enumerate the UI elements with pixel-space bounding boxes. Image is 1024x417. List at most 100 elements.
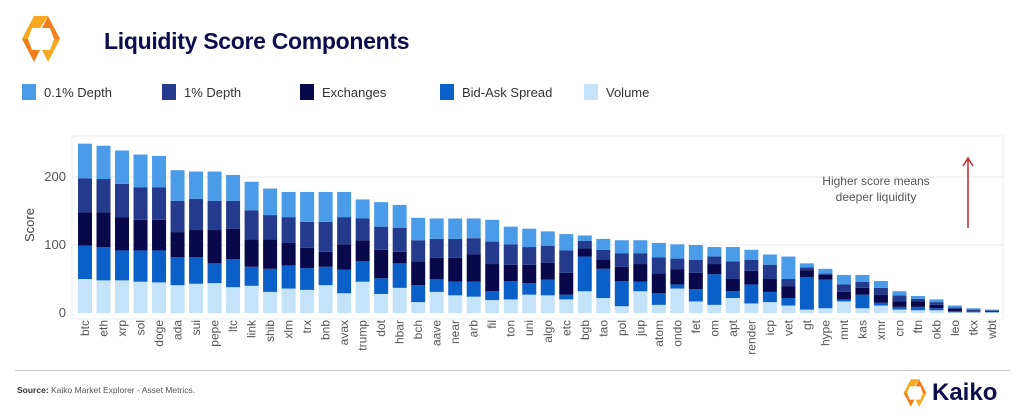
source-note: Source: Kaiko Market Explorer - Asset Me… (17, 385, 195, 395)
bar-segment-volume (485, 300, 500, 313)
bar-segment-bid-ask-spread (411, 285, 426, 303)
bar-segment-exchanges (577, 248, 592, 257)
bar-segment-0-1-depth (559, 234, 574, 251)
bar-segment-1-depth (466, 238, 481, 255)
bar-segment-volume (189, 283, 204, 313)
kaiko-brand-text: Kaiko (932, 379, 998, 406)
bar-segment-volume (596, 298, 611, 313)
bar-segment-volume (818, 308, 833, 313)
bar-segment-bid-ask-spread (466, 281, 481, 297)
x-tick-label: jup (633, 320, 647, 337)
x-tick-label: arb (467, 320, 481, 338)
bar-segment-exchanges (300, 247, 315, 269)
legend-item: 0.1% Depth (22, 84, 112, 100)
source-text: Kaiko Market Explorer - Asset Metrics. (48, 385, 196, 395)
bar-segment-1-depth (966, 309, 981, 311)
y-tick-label: 0 (59, 305, 66, 320)
bar-segment-bid-ask-spread (762, 291, 777, 303)
bar-segment-bid-ask-spread (226, 259, 241, 288)
bar-segment-0-1-depth (133, 154, 148, 188)
bar-segment-exchanges (614, 266, 629, 282)
x-tick-label: aave (430, 320, 444, 346)
x-tick-label: uni (522, 320, 536, 336)
legend-label: 0.1% Depth (44, 84, 112, 100)
bar-segment-exchanges (596, 259, 611, 269)
bar-segment-volume (226, 287, 241, 313)
bar-segment-0-1-depth (873, 281, 888, 288)
bar-segment-volume (966, 312, 981, 313)
x-tick-label: ondo (670, 320, 684, 347)
bar-segment-volume (762, 302, 777, 313)
bar-segment-bid-ask-spread (355, 261, 370, 282)
x-tick-label: eth (97, 320, 111, 337)
bar-segment-volume (873, 305, 888, 313)
bar-segment-volume (892, 309, 907, 313)
kaiko-brand-icon (903, 379, 927, 407)
bar-segment-exchanges (152, 219, 167, 251)
x-tick-label: fil (485, 320, 499, 329)
bar-segment-bid-ask-spread (115, 250, 130, 281)
bar-segment-volume (429, 291, 444, 313)
bar-segment-0-1-depth (152, 155, 167, 188)
bar-segment-0-1-depth (448, 218, 463, 239)
legend-label: Volume (606, 84, 650, 100)
bar-segment-0-1-depth (577, 235, 592, 241)
x-tick-label: pol (615, 320, 629, 336)
bar-segment-volume (337, 293, 352, 313)
x-tick-label: tkx (966, 320, 980, 335)
bar-segment-exchanges (688, 272, 703, 290)
bar-segment-exchanges (503, 264, 518, 282)
bar-segment-1-depth (96, 179, 111, 213)
x-tick-label: link (245, 319, 259, 338)
x-tick-label: atom (652, 320, 666, 347)
bar-segment-1-depth (929, 302, 944, 305)
bar-segment-bid-ask-spread (522, 283, 537, 295)
bar-segment-bid-ask-spread (448, 281, 463, 296)
bar-segment-exchanges (337, 244, 352, 270)
bar-segment-exchanges (429, 257, 444, 279)
bar-segment-exchanges (170, 232, 185, 258)
bar-segment-0-1-depth (281, 191, 296, 218)
bar-segment-bid-ask-spread (374, 278, 389, 294)
bar-segment-0-1-depth (503, 226, 518, 245)
bar-segment-0-1-depth (688, 245, 703, 260)
annotation-text: deeper liquidity (836, 190, 917, 204)
bar-segment-bid-ask-spread (281, 265, 296, 289)
x-tick-label: wbt (985, 319, 999, 339)
bar-segment-volume (78, 279, 92, 313)
x-tick-label: doge (152, 320, 166, 347)
y-axis-label: Score (22, 208, 37, 242)
bar-segment-volume (633, 291, 648, 313)
bar-segment-volume (540, 295, 555, 313)
bar-segment-exchanges (799, 270, 814, 277)
bar-segment-bid-ask-spread (670, 284, 685, 289)
bar-segment-bid-ask-spread (947, 310, 962, 313)
source-label: Source: (17, 385, 49, 395)
bar-segment-1-depth (411, 240, 426, 262)
y-tick-label: 200 (44, 169, 66, 184)
bar-segment-volume (947, 312, 962, 313)
bar-segment-volume (707, 304, 722, 313)
bar-segment-bid-ask-spread (559, 294, 574, 300)
bar-segment-bid-ask-spread (688, 289, 703, 302)
bar-segment-0-1-depth (78, 143, 92, 179)
bar-segment-0-1-depth (781, 256, 796, 279)
bar-segment-0-1-depth (226, 174, 241, 201)
bar-segment-volume (688, 301, 703, 313)
bar-segment-volume (559, 299, 574, 313)
bar-segment-1-depth (448, 238, 463, 258)
bar-segment-1-depth (207, 200, 222, 231)
bar-segment-exchanges (244, 239, 259, 267)
bar-segment-0-1-depth (540, 231, 555, 246)
bar-segment-volume (133, 281, 148, 313)
bar-segment-0-1-depth (633, 240, 648, 254)
bar-segment-exchanges (651, 273, 666, 294)
bar-segment-exchanges (781, 286, 796, 299)
bar-segment-bid-ask-spread (892, 306, 907, 310)
bar-segment-bid-ask-spread (873, 302, 888, 306)
bar-segment-1-depth (559, 250, 574, 273)
bar-segment-1-depth (485, 241, 500, 265)
bar-segment-1-depth (226, 200, 241, 229)
x-tick-label: sol (134, 320, 148, 335)
bar-segment-volume (651, 304, 666, 313)
